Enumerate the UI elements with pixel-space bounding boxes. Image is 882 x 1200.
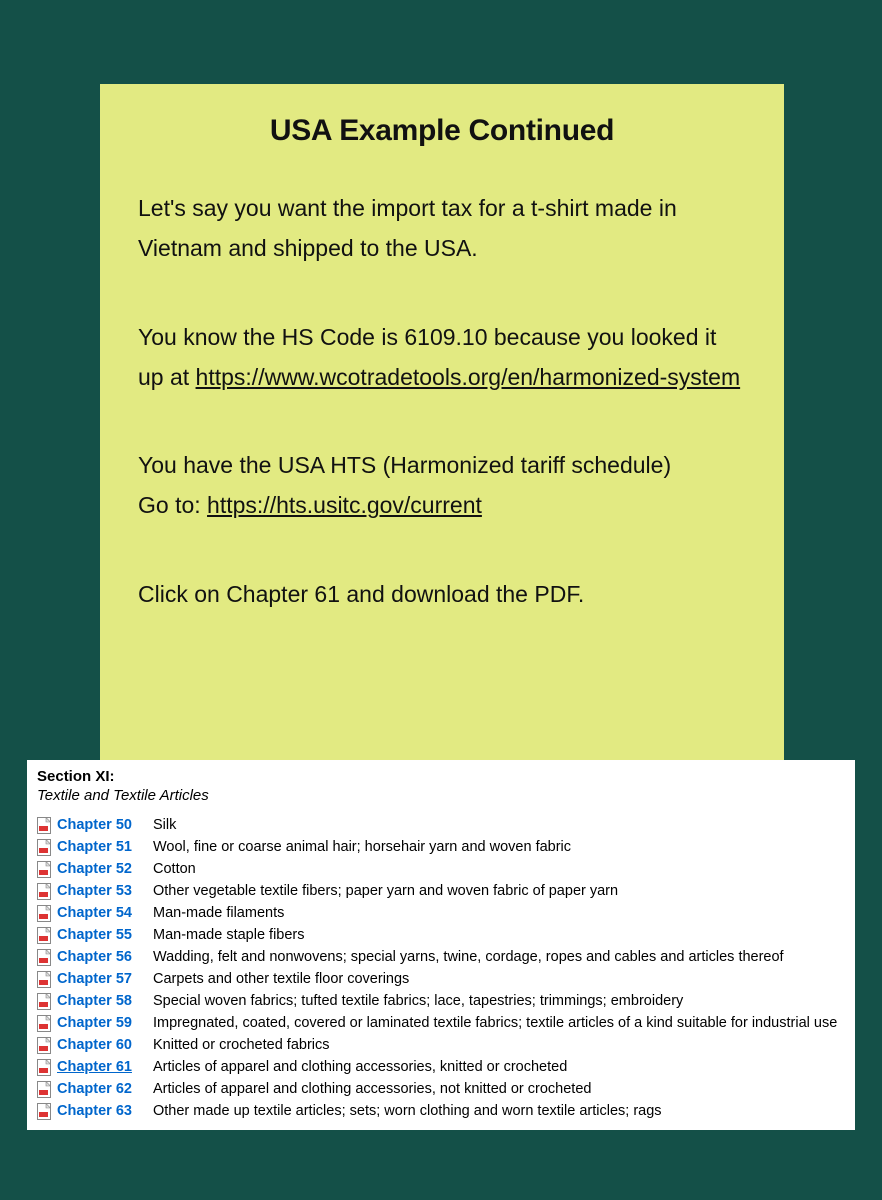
chapter-description: Other vegetable textile fibers; paper ya…	[153, 880, 845, 902]
slide-p3-line1: You have the USA HTS (Harmonized tariff …	[138, 452, 671, 478]
chapter-description: Other made up textile articles; sets; wo…	[153, 1100, 845, 1122]
chapter-description: Carpets and other textile floor covering…	[153, 968, 845, 990]
slide-paragraph-2: You know the HS Code is 6109.10 because …	[138, 317, 746, 398]
chapter-row: Chapter 52 Cotton	[37, 858, 845, 880]
chapter-link[interactable]: Chapter 53	[57, 880, 147, 902]
chapter-link[interactable]: Chapter 63	[57, 1100, 147, 1122]
chapter-description: Wadding, felt and nonwovens; special yar…	[153, 946, 845, 968]
pdf-icon[interactable]	[37, 993, 51, 1010]
slide-paragraph-3: You have the USA HTS (Harmonized tariff …	[138, 445, 746, 526]
pdf-icon[interactable]	[37, 1081, 51, 1098]
chapter-link[interactable]: Chapter 56	[57, 946, 147, 968]
chapter-link[interactable]: Chapter 55	[57, 924, 147, 946]
chapter-row: Chapter 62 Articles of apparel and clothi…	[37, 1078, 845, 1100]
chapter-row: Chapter 54 Man-made filaments	[37, 902, 845, 924]
chapter-row: Chapter 50 Silk	[37, 814, 845, 836]
chapter-row: Chapter 57 Carpets and other textile floo…	[37, 968, 845, 990]
pdf-icon[interactable]	[37, 1037, 51, 1054]
slide-paragraph-1: Let's say you want the import tax for a …	[138, 188, 746, 269]
slide-card: USA Example Continued Let's say you want…	[100, 84, 784, 844]
slide-paragraph-4: Click on Chapter 61 and download the PDF…	[138, 574, 746, 614]
pdf-icon[interactable]	[37, 971, 51, 988]
chapter-link[interactable]: Chapter 62	[57, 1078, 147, 1100]
chapter-row: Chapter 56 Wadding, felt and nonwovens; s…	[37, 946, 845, 968]
chapter-link[interactable]: Chapter 54	[57, 902, 147, 924]
chapter-link[interactable]: Chapter 59	[57, 1012, 147, 1034]
chapter-description: Cotton	[153, 858, 845, 880]
slide-p1-text: Let's say you want the import tax for a …	[138, 195, 677, 261]
chapter-description: Special woven fabrics; tufted textile fa…	[153, 990, 845, 1012]
wco-link[interactable]: https://www.wcotradetools.org/en/harmoni…	[196, 364, 741, 390]
pdf-icon[interactable]	[37, 927, 51, 944]
chapter-description: Man-made filaments	[153, 902, 845, 924]
chapter-link[interactable]: Chapter 50	[57, 814, 147, 836]
chapter-link[interactable]: Chapter 61	[57, 1056, 147, 1078]
chapter-row: Chapter 63 Other made up textile articles…	[37, 1100, 845, 1122]
chapter-row: Chapter 55 Man-made staple fibers	[37, 924, 845, 946]
chapter-link[interactable]: Chapter 58	[57, 990, 147, 1012]
chapter-row: Chapter 51 Wool, fine or coarse animal ha…	[37, 836, 845, 858]
chapter-description: Articles of apparel and clothing accesso…	[153, 1078, 845, 1100]
chapter-description: Man-made staple fibers	[153, 924, 845, 946]
hts-panel: Section XI: Textile and Textile Articles…	[27, 760, 855, 1130]
slide-p3-prefix: Go to:	[138, 492, 207, 518]
chapter-row: Chapter 58 Special woven fabrics; tufted …	[37, 990, 845, 1012]
chapter-description: Impregnated, coated, covered or laminate…	[153, 1012, 845, 1034]
section-label: Section XI:	[37, 768, 845, 785]
hts-link[interactable]: https://hts.usitc.gov/current	[207, 492, 482, 518]
pdf-icon[interactable]	[37, 1059, 51, 1076]
pdf-icon[interactable]	[37, 883, 51, 900]
chapter-description: Knitted or crocheted fabrics	[153, 1034, 845, 1056]
section-subtitle: Textile and Textile Articles	[37, 787, 845, 804]
chapter-link[interactable]: Chapter 51	[57, 836, 147, 858]
chapter-link[interactable]: Chapter 60	[57, 1034, 147, 1056]
pdf-icon[interactable]	[37, 905, 51, 922]
chapter-row: Chapter 59 Impregnated, coated, covered o…	[37, 1012, 845, 1034]
chapters-list: Chapter 50 Silk Chapter 51 Wool, fine or c…	[37, 814, 845, 1122]
pdf-icon[interactable]	[37, 1015, 51, 1032]
pdf-icon[interactable]	[37, 839, 51, 856]
pdf-icon[interactable]	[37, 817, 51, 834]
chapter-description: Wool, fine or coarse animal hair; horseh…	[153, 836, 845, 858]
slide-p4-text: Click on Chapter 61 and download the PDF…	[138, 581, 584, 607]
chapter-link[interactable]: Chapter 52	[57, 858, 147, 880]
slide-title: USA Example Continued	[138, 114, 746, 148]
chapter-description: Articles of apparel and clothing accesso…	[153, 1056, 845, 1078]
pdf-icon[interactable]	[37, 949, 51, 966]
chapter-row: Chapter 61 Articles of apparel and clothi…	[37, 1056, 845, 1078]
chapter-row: Chapter 53 Other vegetable textile fibers…	[37, 880, 845, 902]
pdf-icon[interactable]	[37, 1103, 51, 1120]
chapter-link[interactable]: Chapter 57	[57, 968, 147, 990]
pdf-icon[interactable]	[37, 861, 51, 878]
chapter-row: Chapter 60 Knitted or crocheted fabrics	[37, 1034, 845, 1056]
chapter-description: Silk	[153, 814, 845, 836]
